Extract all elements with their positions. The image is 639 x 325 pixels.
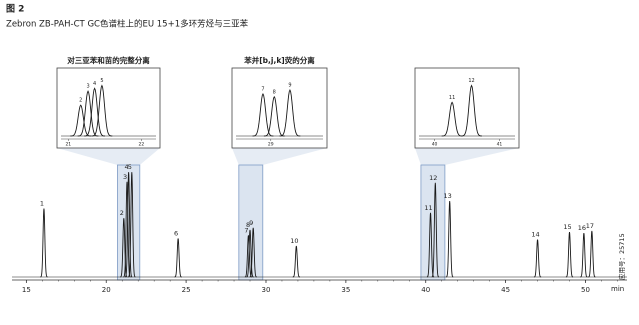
peak-label: 10	[290, 237, 298, 245]
inset-peak	[252, 92, 274, 137]
inset-peak-label: 5	[100, 78, 103, 84]
inset-peak-label: 3	[86, 84, 89, 90]
inset-peak	[263, 95, 285, 137]
zoom-connector	[415, 148, 519, 165]
peak	[431, 182, 440, 278]
x-tick-label: 45	[501, 286, 510, 294]
peak-label: 8	[246, 221, 250, 229]
peak	[249, 227, 257, 278]
application-note: 应用号：25715	[617, 233, 626, 280]
zoom-band	[420, 164, 446, 281]
inset-peak-label: 11	[449, 95, 455, 101]
x-tick-label: 35	[341, 286, 350, 294]
peak-label: 5	[128, 163, 132, 171]
peak	[588, 230, 596, 278]
peak-label: 17	[586, 222, 594, 230]
inset-peak	[91, 84, 113, 137]
inset-peak	[84, 87, 106, 137]
peak	[128, 172, 136, 278]
zoom-connector	[232, 148, 327, 165]
peak	[124, 172, 133, 278]
inset-peak	[279, 89, 301, 137]
inset-box	[231, 67, 328, 149]
peak-label: 16	[578, 224, 586, 232]
x-unit: min	[611, 285, 624, 293]
inset-tick-label: 41	[497, 142, 503, 148]
inset-peak-label: 9	[288, 83, 291, 89]
x-tick-label: 50	[581, 286, 590, 294]
peak	[246, 229, 254, 278]
inset-title: 苯并[b,j,k]荧的分离	[243, 55, 315, 65]
peak-label: 1	[40, 200, 44, 208]
inset-box	[414, 67, 520, 149]
chart-title: Zebron ZB-PAH-CT GC色谱柱上的EU 15+1多环芳烃与三亚苯	[6, 19, 249, 30]
inset-peak-label: 12	[468, 78, 474, 84]
peak	[580, 233, 588, 278]
peak-label: 14	[531, 231, 539, 239]
peak	[292, 245, 300, 278]
peak-label: 6	[174, 229, 178, 237]
peak-label: 13	[444, 192, 452, 200]
inset-peak-label: 4	[93, 81, 96, 87]
peak-label: 3	[123, 173, 127, 181]
inset-peak	[461, 84, 482, 137]
peak-label: 9	[249, 219, 253, 227]
peak-label: 4	[125, 163, 129, 171]
x-tick-label: 25	[182, 286, 191, 294]
peak-label: 12	[429, 174, 437, 182]
peak-label: 2	[120, 209, 124, 217]
inset-tick-label: 22	[139, 142, 145, 148]
peak-label: 15	[563, 223, 571, 231]
peak	[174, 238, 182, 278]
inset-title: 对三亚苯和苗的完整分离	[67, 55, 150, 65]
x-tick-label: 15	[22, 286, 31, 294]
inset-tick-label: 29	[268, 142, 274, 148]
x-tick-label: 30	[262, 286, 271, 294]
inset-peak-label: 7	[261, 87, 264, 93]
peak	[565, 231, 574, 278]
peak-label: 7	[244, 226, 248, 234]
figure-label: 图 2	[6, 4, 24, 15]
inset-peak-label: 8	[273, 89, 276, 95]
x-tick-label: 20	[102, 286, 111, 294]
inset-peak-label: 2	[79, 98, 82, 104]
inset-peak	[441, 101, 463, 137]
inset-tick-label: 40	[432, 142, 438, 148]
peak-label: 11	[424, 204, 432, 212]
zoom-connector	[57, 148, 160, 165]
peak	[446, 200, 454, 278]
peak	[40, 208, 48, 278]
inset-tick-label: 21	[65, 142, 71, 148]
peak	[533, 239, 542, 278]
x-tick-label: 40	[421, 286, 430, 294]
